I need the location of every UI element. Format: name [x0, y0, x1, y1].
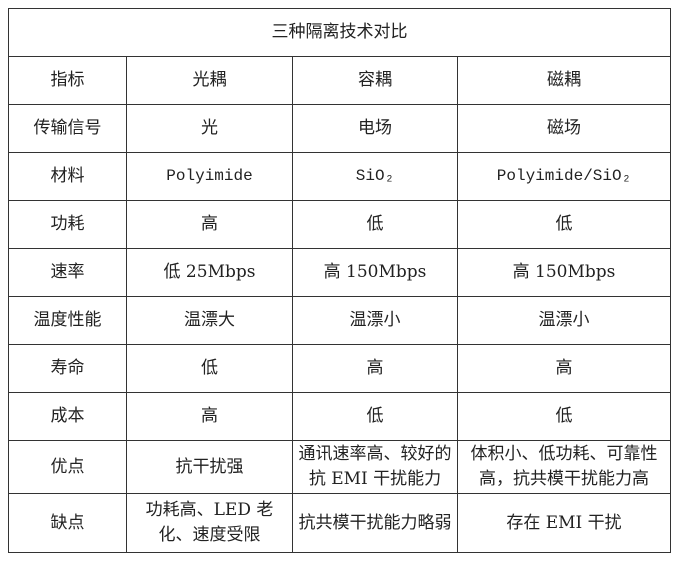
row-label: 功耗 — [8, 200, 127, 249]
row-label: 寿命 — [8, 344, 127, 393]
table-cell: 高 — [292, 344, 458, 393]
table-cell: 温漂小 — [457, 296, 671, 345]
table-cell: 光 — [126, 104, 293, 153]
table-cell: 低 — [292, 200, 458, 249]
table-cell: Polyimide/SiO₂ — [457, 152, 671, 201]
table-cell: 低 — [126, 344, 293, 393]
row-label: 优点 — [8, 440, 127, 494]
table-title: 三种隔离技术对比 — [8, 8, 671, 57]
row-label: 材料 — [8, 152, 127, 201]
header-cell: 指标 — [8, 56, 127, 105]
table-row: 寿命低高高 — [8, 344, 671, 393]
table-cell: 高 150Mbps — [292, 248, 458, 297]
comparison-table: 三种隔离技术对比 指标 光耦 容耦 磁耦 传输信号光电场 磁场 材料 Polyimid… — [8, 8, 671, 553]
row-label: 温度性能 — [8, 296, 127, 345]
table-row: 材料 Polyimide SiO₂ Polyimide/SiO₂ — [8, 152, 671, 201]
table-cell: 电场 — [292, 104, 458, 153]
row-label: 成本 — [8, 392, 127, 441]
table-cell: SiO₂ — [292, 152, 458, 201]
table-header-row: 指标 光耦 容耦 磁耦 — [8, 56, 671, 105]
table-cell: 高 — [126, 200, 293, 249]
table-cell: 高 — [457, 344, 671, 393]
table-cell: 抗干扰强 — [126, 440, 293, 494]
header-cell: 光耦 — [126, 56, 293, 105]
table-row: 速率低 25Mbps 高 150Mbps 高 150Mbps — [8, 248, 671, 297]
table-cell: 低 — [457, 200, 671, 249]
table-row: 功耗高低低 — [8, 200, 671, 249]
row-label: 速率 — [8, 248, 127, 297]
table-cell: 功耗高、LED 老化、速度受限 — [126, 493, 293, 553]
table-row: 优点 抗干扰强 通讯速率高、较好的抗 EMI 干扰能力 体积小、低功耗、可靠性高，抗共… — [8, 440, 671, 494]
header-cell: 磁耦 — [457, 56, 671, 105]
row-label: 缺点 — [8, 493, 127, 553]
table-cell: 低 25Mbps — [126, 248, 293, 297]
row-label: 传输信号 — [8, 104, 127, 153]
table-cell: 温漂小 — [292, 296, 458, 345]
table-cell: 高 150Mbps — [457, 248, 671, 297]
table-row: 缺点 功耗高、LED 老化、速度受限 抗共模干扰能力略弱 存在 EMI 干扰 — [8, 493, 671, 553]
table-cell: 存在 EMI 干扰 — [457, 493, 671, 553]
table-row: 传输信号光电场 磁场 — [8, 104, 671, 153]
table-cell: 体积小、低功耗、可靠性高，抗共模干扰能力高 — [457, 440, 671, 494]
table-cell: 温漂大 — [126, 296, 293, 345]
table-cell: 通讯速率高、较好的抗 EMI 干扰能力 — [292, 440, 458, 494]
table-cell: 低 — [292, 392, 458, 441]
table-row: 成本高低低 — [8, 392, 671, 441]
table-row: 温度性能 温漂大 温漂小 温漂小 — [8, 296, 671, 345]
table-cell: 低 — [457, 392, 671, 441]
header-cell: 容耦 — [292, 56, 458, 105]
table-cell: 抗共模干扰能力略弱 — [292, 493, 458, 553]
table-cell: 高 — [126, 392, 293, 441]
table-cell: Polyimide — [126, 152, 293, 201]
table-cell: 磁场 — [457, 104, 671, 153]
